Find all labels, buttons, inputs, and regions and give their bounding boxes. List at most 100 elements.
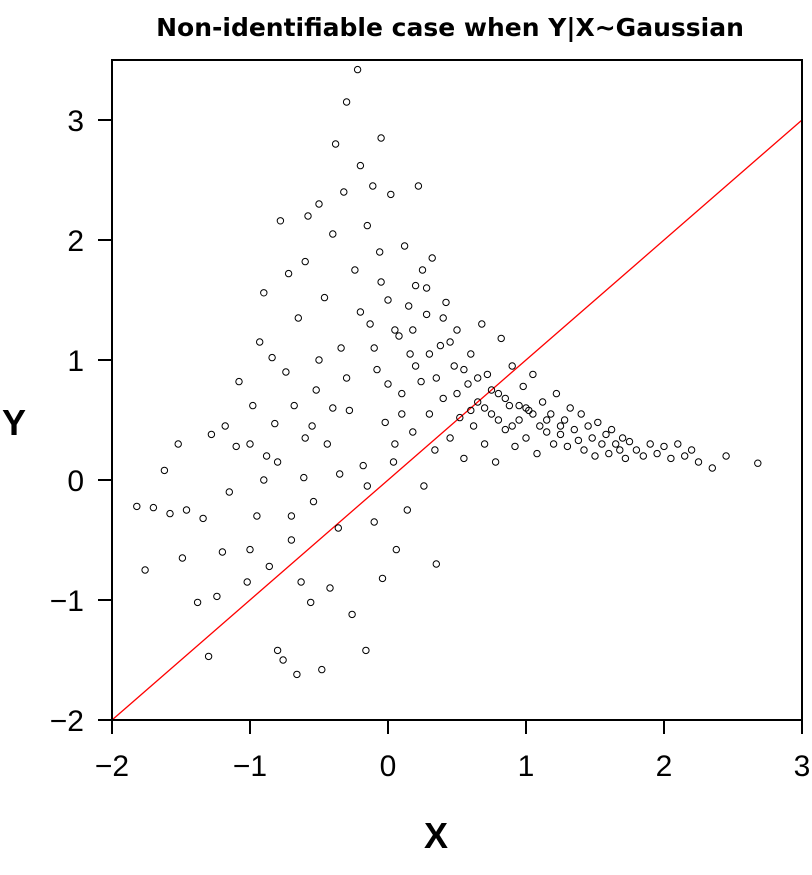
data-point xyxy=(271,419,279,428)
data-point xyxy=(213,592,221,601)
data-point xyxy=(422,310,431,319)
data-point xyxy=(389,458,398,466)
data-point xyxy=(591,452,599,460)
data-point xyxy=(293,670,301,679)
data-point xyxy=(511,442,519,451)
data-point xyxy=(543,428,551,436)
data-point xyxy=(639,452,647,460)
data-point xyxy=(384,296,392,304)
data-point xyxy=(409,326,417,334)
data-point xyxy=(536,422,544,430)
data-point xyxy=(508,422,516,430)
data-point xyxy=(501,394,509,403)
data-point xyxy=(428,254,436,262)
data-point xyxy=(356,308,365,316)
data-point xyxy=(256,338,264,346)
data-point xyxy=(439,394,447,403)
data-point xyxy=(494,389,503,398)
data-point xyxy=(315,200,323,208)
data-point xyxy=(522,434,530,442)
data-point xyxy=(403,506,411,514)
data-point xyxy=(497,334,505,343)
data-point xyxy=(487,386,496,394)
data-point xyxy=(284,269,293,278)
x-axis-label: X xyxy=(424,815,448,856)
data-point xyxy=(574,436,583,445)
data-point xyxy=(342,374,351,382)
data-point xyxy=(309,497,318,506)
data-point xyxy=(391,440,399,448)
data-point xyxy=(425,350,434,358)
data-point xyxy=(556,430,565,439)
data-point xyxy=(235,377,243,386)
y-tick-label: −1 xyxy=(50,585,84,618)
data-point xyxy=(487,410,496,418)
data-point xyxy=(538,398,547,406)
data-point xyxy=(508,362,516,370)
data-point xyxy=(483,370,492,379)
y-tick-label: 2 xyxy=(67,225,84,258)
data-point xyxy=(646,440,654,448)
data-point xyxy=(453,389,461,398)
data-point xyxy=(625,437,634,446)
data-point xyxy=(519,382,527,391)
data-point xyxy=(308,422,316,430)
data-point xyxy=(501,425,509,434)
data-point xyxy=(351,266,359,274)
data-point xyxy=(218,548,227,556)
data-point xyxy=(400,242,409,250)
data-point xyxy=(436,341,445,350)
data-point xyxy=(411,362,420,370)
data-point xyxy=(348,610,356,619)
data-point xyxy=(563,442,572,451)
data-point xyxy=(329,404,337,412)
data-point xyxy=(395,332,403,340)
data-point xyxy=(474,398,482,406)
data-point xyxy=(543,416,551,424)
data-point xyxy=(442,298,450,307)
data-point xyxy=(246,440,254,448)
data-point xyxy=(420,482,428,490)
data-point xyxy=(422,284,431,292)
data-point xyxy=(450,362,458,370)
data-point xyxy=(632,446,641,454)
data-point xyxy=(602,430,610,439)
data-point xyxy=(334,524,342,532)
data-point xyxy=(529,410,537,418)
data-point xyxy=(297,578,305,586)
data-point xyxy=(207,430,216,439)
data-point xyxy=(384,380,392,388)
data-point xyxy=(315,356,323,364)
data-point xyxy=(460,454,468,463)
data-point xyxy=(406,350,414,358)
data-point xyxy=(178,554,187,562)
data-point xyxy=(320,293,329,302)
data-point xyxy=(616,446,624,454)
data-point xyxy=(464,380,472,388)
data-point xyxy=(674,440,682,448)
data-point xyxy=(431,446,439,454)
data-point xyxy=(494,416,503,424)
data-point xyxy=(552,389,561,398)
data-point xyxy=(363,221,371,230)
data-point xyxy=(580,446,588,454)
data-point xyxy=(166,509,174,518)
data-point xyxy=(265,562,273,571)
data-point xyxy=(667,454,675,463)
data-point xyxy=(337,344,345,352)
data-point xyxy=(378,574,387,583)
data-point xyxy=(456,413,464,422)
data-point xyxy=(453,326,461,334)
x-tick-label: 1 xyxy=(518,750,535,783)
data-point xyxy=(340,188,348,196)
data-point xyxy=(377,278,385,286)
data-point xyxy=(425,410,434,418)
data-point xyxy=(446,338,454,346)
data-point xyxy=(391,326,399,334)
data-point xyxy=(301,434,309,442)
data-point xyxy=(353,65,362,74)
data-point xyxy=(312,386,320,394)
data-point xyxy=(329,230,337,238)
data-point xyxy=(160,466,169,475)
